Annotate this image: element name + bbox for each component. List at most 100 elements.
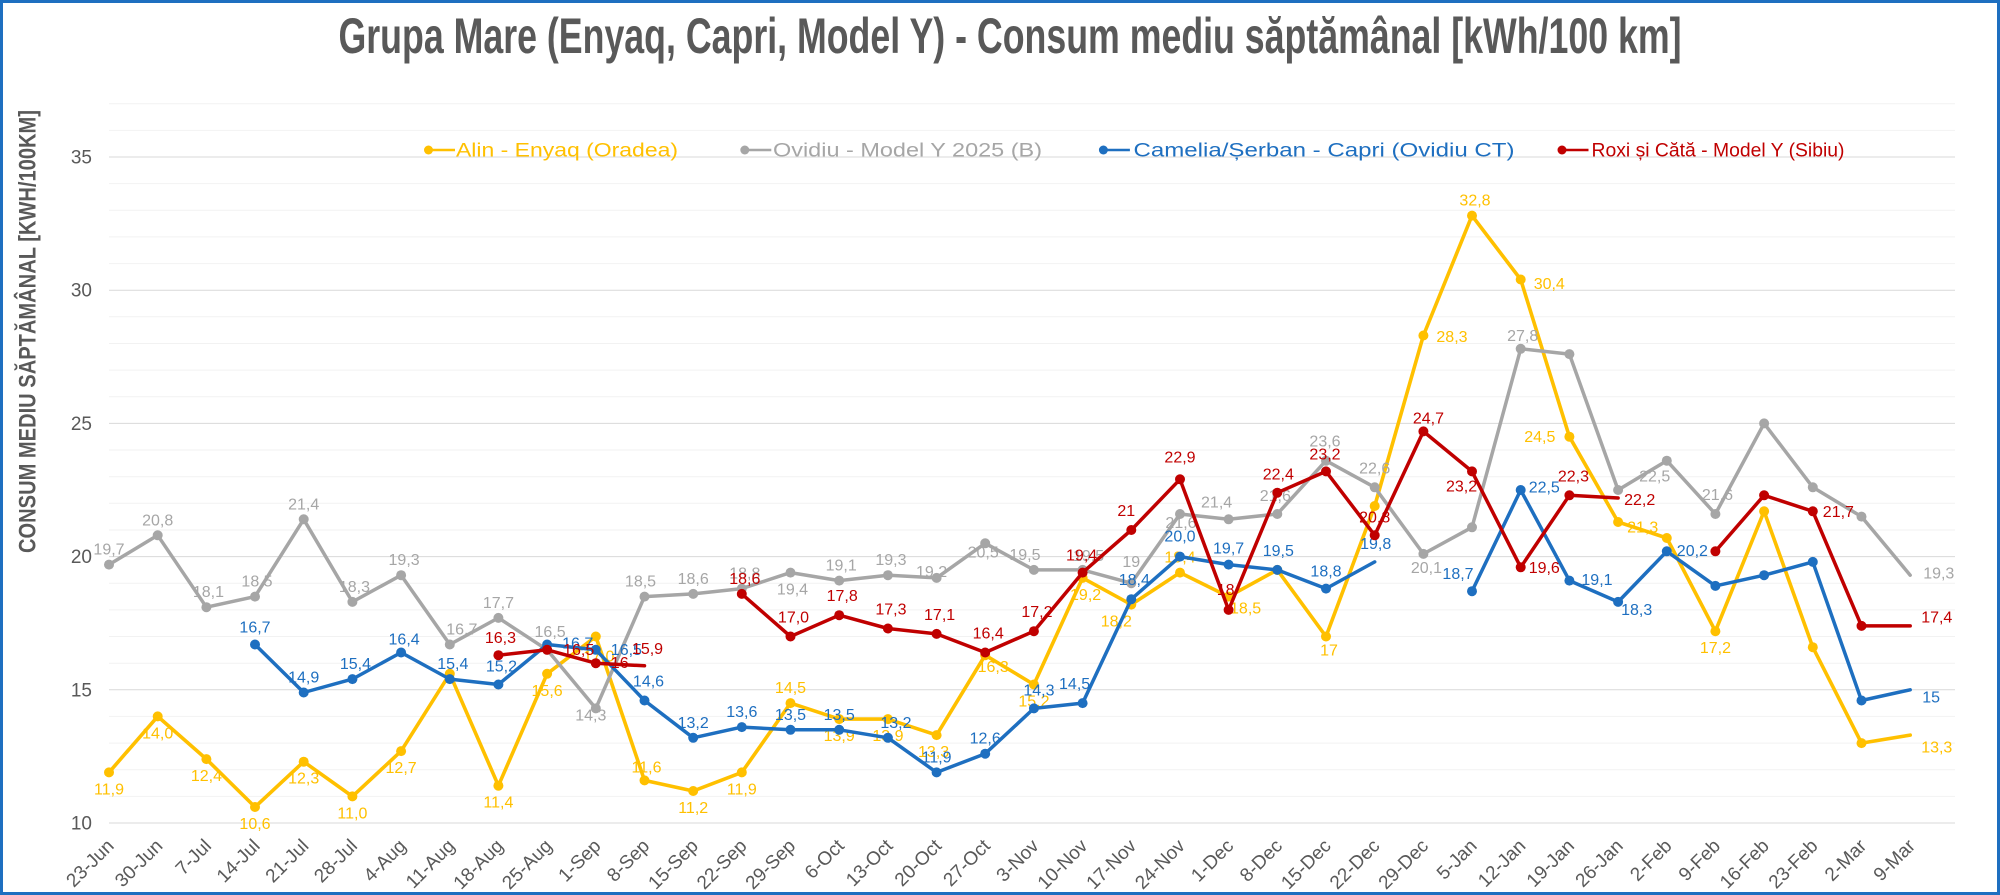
- svg-text:25: 25: [71, 414, 92, 435]
- svg-text:17,0: 17,0: [778, 610, 809, 627]
- svg-text:14,6: 14,6: [633, 674, 664, 691]
- svg-text:13,2: 13,2: [678, 715, 709, 732]
- svg-text:20,8: 20,8: [1359, 509, 1390, 526]
- svg-text:15,2: 15,2: [486, 659, 517, 676]
- svg-text:18,5: 18,5: [625, 574, 656, 591]
- svg-text:17,2: 17,2: [1021, 604, 1052, 621]
- svg-text:30,4: 30,4: [1534, 276, 1565, 293]
- svg-text:21,7: 21,7: [1823, 504, 1854, 521]
- svg-text:12,7: 12,7: [386, 760, 417, 777]
- svg-text:15: 15: [1922, 689, 1940, 706]
- svg-text:23,6: 23,6: [1309, 434, 1340, 451]
- svg-text:18,5: 18,5: [1230, 601, 1261, 618]
- svg-text:19,8: 19,8: [1360, 536, 1391, 553]
- svg-text:10,6: 10,6: [239, 816, 270, 833]
- svg-text:16,3: 16,3: [485, 630, 516, 647]
- svg-text:16: 16: [611, 655, 629, 672]
- svg-text:14,3: 14,3: [1023, 682, 1054, 699]
- svg-text:22,5: 22,5: [1529, 480, 1560, 497]
- svg-text:12,4: 12,4: [191, 768, 222, 785]
- svg-text:21,4: 21,4: [1201, 494, 1232, 511]
- svg-text:19,4: 19,4: [777, 582, 808, 599]
- svg-text:22,9: 22,9: [1164, 449, 1195, 466]
- svg-text:13,2: 13,2: [880, 715, 911, 732]
- svg-text:19,7: 19,7: [1213, 541, 1244, 558]
- svg-text:Alin - Enyaq (Oradea): Alin - Enyaq (Oradea): [456, 141, 678, 162]
- svg-text:14,0: 14,0: [142, 725, 173, 742]
- svg-text:20: 20: [71, 547, 92, 568]
- svg-text:12,3: 12,3: [288, 771, 319, 788]
- svg-text:17,4: 17,4: [1921, 609, 1952, 626]
- svg-text:30: 30: [71, 281, 92, 302]
- svg-text:13,3: 13,3: [918, 744, 949, 761]
- svg-text:13,5: 13,5: [775, 707, 806, 724]
- svg-text:28,3: 28,3: [1436, 329, 1467, 346]
- svg-text:22,5: 22,5: [1639, 469, 1670, 486]
- svg-text:12,6: 12,6: [970, 731, 1001, 748]
- svg-text:14,5: 14,5: [775, 680, 806, 697]
- svg-text:18,6: 18,6: [678, 571, 709, 588]
- svg-text:21,4: 21,4: [288, 496, 319, 513]
- svg-text:11,0: 11,0: [337, 805, 367, 822]
- svg-text:19,4: 19,4: [1066, 548, 1097, 565]
- svg-text:16,4: 16,4: [973, 626, 1004, 643]
- svg-text:18,4: 18,4: [1119, 572, 1150, 589]
- svg-text:16,7: 16,7: [239, 620, 270, 637]
- svg-text:14,3: 14,3: [575, 707, 606, 724]
- svg-text:18,3: 18,3: [339, 579, 370, 596]
- svg-text:Grupa Mare (Enyaq, Capri, Mode: Grupa Mare (Enyaq, Capri, Model Y) - Con…: [339, 8, 1682, 64]
- svg-text:18,8: 18,8: [1310, 564, 1341, 581]
- svg-text:18,3: 18,3: [1621, 602, 1652, 619]
- svg-text:20,5: 20,5: [968, 544, 999, 561]
- svg-text:17,1: 17,1: [924, 607, 955, 624]
- svg-text:Ovidiu - Model Y 2025 (B): Ovidiu - Model Y 2025 (B): [773, 141, 1042, 162]
- svg-text:11,9: 11,9: [727, 781, 757, 798]
- svg-text:10: 10: [71, 814, 92, 835]
- svg-text:17,8: 17,8: [827, 588, 858, 605]
- svg-text:21,6: 21,6: [1165, 515, 1196, 532]
- svg-text:17,3: 17,3: [875, 602, 906, 619]
- svg-text:19,3: 19,3: [389, 552, 420, 569]
- svg-text:22,3: 22,3: [1558, 468, 1589, 485]
- svg-text:18,6: 18,6: [729, 571, 760, 588]
- svg-text:16,3: 16,3: [978, 659, 1009, 676]
- svg-text:17: 17: [1320, 643, 1338, 660]
- svg-text:16,5: 16,5: [535, 624, 566, 641]
- svg-text:13,5: 13,5: [824, 707, 855, 724]
- svg-text:23,2: 23,2: [1309, 446, 1340, 463]
- svg-text:18,8: 18,8: [729, 566, 760, 583]
- svg-text:13,6: 13,6: [726, 704, 757, 721]
- svg-text:20,1: 20,1: [1411, 560, 1442, 577]
- svg-text:17,2: 17,2: [1700, 640, 1731, 657]
- svg-text:15,6: 15,6: [532, 683, 563, 700]
- svg-text:35: 35: [71, 148, 92, 169]
- svg-text:19,6: 19,6: [1529, 560, 1560, 577]
- svg-text:16,5: 16,5: [563, 642, 594, 659]
- svg-text:16,4: 16,4: [389, 632, 420, 649]
- svg-text:11,4: 11,4: [483, 795, 513, 812]
- svg-text:13,3: 13,3: [1921, 740, 1952, 757]
- svg-text:20,2: 20,2: [1677, 543, 1708, 560]
- svg-text:21,3: 21,3: [1627, 520, 1658, 537]
- svg-text:18,1: 18,1: [193, 584, 224, 601]
- svg-text:14,9: 14,9: [288, 670, 319, 687]
- svg-text:19: 19: [1122, 554, 1140, 571]
- svg-text:16,7: 16,7: [562, 636, 593, 653]
- svg-text:20,0: 20,0: [1164, 529, 1195, 546]
- svg-text:19,2: 19,2: [1070, 587, 1101, 604]
- svg-text:17,7: 17,7: [483, 595, 514, 612]
- svg-text:19,5: 19,5: [1009, 547, 1040, 564]
- svg-text:19,7: 19,7: [93, 542, 124, 559]
- svg-text:22,6: 22,6: [1359, 460, 1390, 477]
- svg-text:15: 15: [71, 680, 92, 701]
- svg-text:11,9: 11,9: [94, 781, 124, 798]
- svg-text:27,8: 27,8: [1507, 328, 1538, 345]
- svg-text:18: 18: [1217, 582, 1235, 599]
- svg-text:21,6: 21,6: [1702, 487, 1733, 504]
- svg-text:11,9: 11,9: [922, 749, 952, 766]
- svg-text:19,5: 19,5: [1263, 543, 1294, 560]
- svg-text:20,8: 20,8: [142, 512, 173, 529]
- svg-text:CONSUM MEDIU SĂPTĂMÂNAL [KWH/1: CONSUM MEDIU SĂPTĂMÂNAL [KWH/100KM]: [14, 110, 42, 553]
- svg-text:11,2: 11,2: [678, 800, 708, 817]
- svg-text:32,8: 32,8: [1459, 193, 1490, 210]
